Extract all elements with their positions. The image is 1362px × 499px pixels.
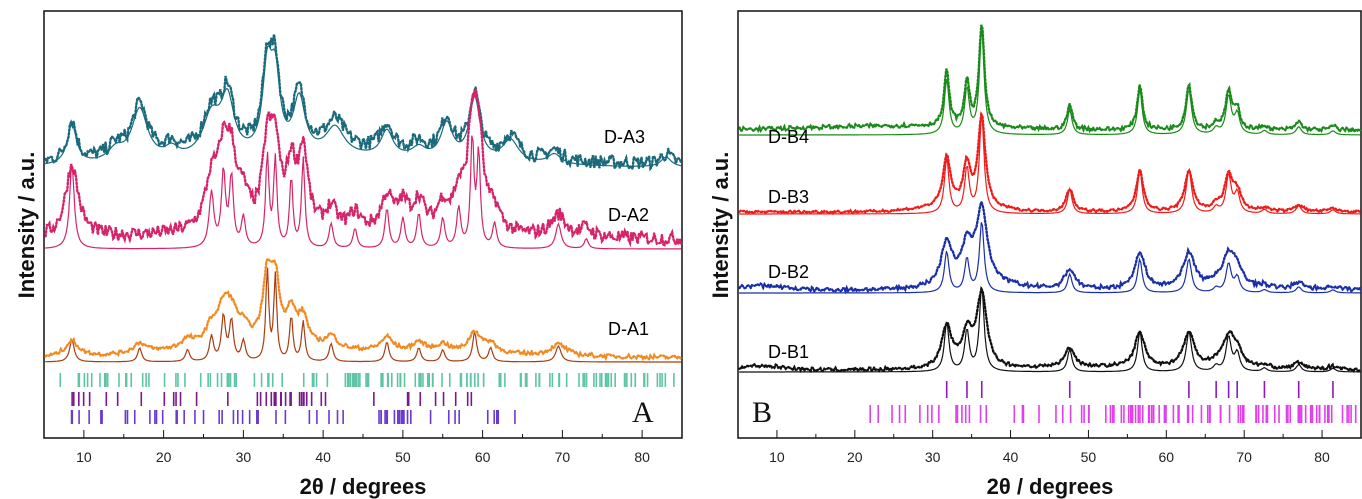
x-tick-label: 30 <box>236 449 252 465</box>
panel-b-x-axis-title: 2θ / degrees <box>987 474 1114 499</box>
panel-a-series <box>44 34 683 363</box>
panel-b-y-axis-title: Intensity / a.u. <box>708 152 733 299</box>
x-tick-label: 20 <box>156 449 172 465</box>
panel-a-tick-labels: 10 20 30 40 50 60 70 80 <box>76 449 650 465</box>
series-label-d-a2: D-A2 <box>608 205 649 225</box>
x-tick-label: 10 <box>76 449 92 465</box>
x-tick-label: 60 <box>1159 449 1175 465</box>
panel-letter-b: B <box>752 396 772 429</box>
panel-b-series <box>738 24 1362 374</box>
series-label-d-b4: D-B4 <box>768 127 809 147</box>
panel-b-tick-labels: 10 20 30 40 50 60 70 80 <box>769 449 1330 465</box>
panel-b-x-ticks <box>737 430 1362 438</box>
x-tick-label: 20 <box>847 449 863 465</box>
series-label-d-b1: D-B1 <box>768 342 809 362</box>
x-tick-label: 50 <box>395 449 411 465</box>
series-d-a2-calculated <box>45 135 682 250</box>
series-d-b1-experimental <box>738 286 1362 374</box>
x-tick-label: 30 <box>925 449 941 465</box>
panel-a-x-axis-title: 2θ / degrees <box>300 474 427 499</box>
panel-b-frame <box>737 10 1362 439</box>
series-d-a2-experimental <box>44 88 683 248</box>
x-tick-label: 80 <box>1314 449 1330 465</box>
series-d-b2-calculated <box>739 222 1361 294</box>
series-d-b3-experimental <box>738 111 1362 216</box>
series-d-b4-calculated <box>739 31 1361 136</box>
x-tick-label: 60 <box>475 449 491 465</box>
panel-b: 10 20 30 40 50 60 70 80 D-B4 D-B3 D-B2 D-B1 B 2… <box>708 10 1362 499</box>
x-tick-label: 70 <box>1236 449 1252 465</box>
x-tick-label: 40 <box>1003 449 1019 465</box>
panel-letter-a: A <box>632 396 654 429</box>
series-label-d-a3: D-A3 <box>604 127 645 147</box>
x-tick-label: 40 <box>315 449 331 465</box>
series-d-a1-calculated <box>45 267 682 363</box>
x-tick-label: 50 <box>1081 449 1097 465</box>
panel-a-reference-ticks <box>59 373 675 424</box>
series-label-d-b2: D-B2 <box>768 262 809 282</box>
x-tick-label: 70 <box>555 449 571 465</box>
series-label-d-a1: D-A1 <box>608 319 649 339</box>
panel-a-y-axis-title: Intensity / a.u. <box>14 152 39 299</box>
x-tick-label: 80 <box>634 449 650 465</box>
series-d-b2-experimental <box>738 198 1362 295</box>
series-d-b1-calculated <box>739 287 1361 373</box>
panel-a: 10 20 30 40 50 60 70 80 D-A3 D-A2 D-A1 A 2θ / d… <box>14 10 683 499</box>
series-d-a3-calculated <box>45 45 682 167</box>
x-tick-label: 10 <box>769 449 785 465</box>
panel-b-reference-ticks <box>869 381 1357 423</box>
series-d-a3-experimental <box>44 34 683 174</box>
series-label-d-b3: D-B3 <box>768 187 809 207</box>
series-d-b3-calculated <box>739 114 1361 215</box>
panel-a-x-ticks <box>43 430 683 438</box>
series-d-b4-experimental <box>738 24 1362 135</box>
series-d-a1-experimental <box>44 256 683 362</box>
